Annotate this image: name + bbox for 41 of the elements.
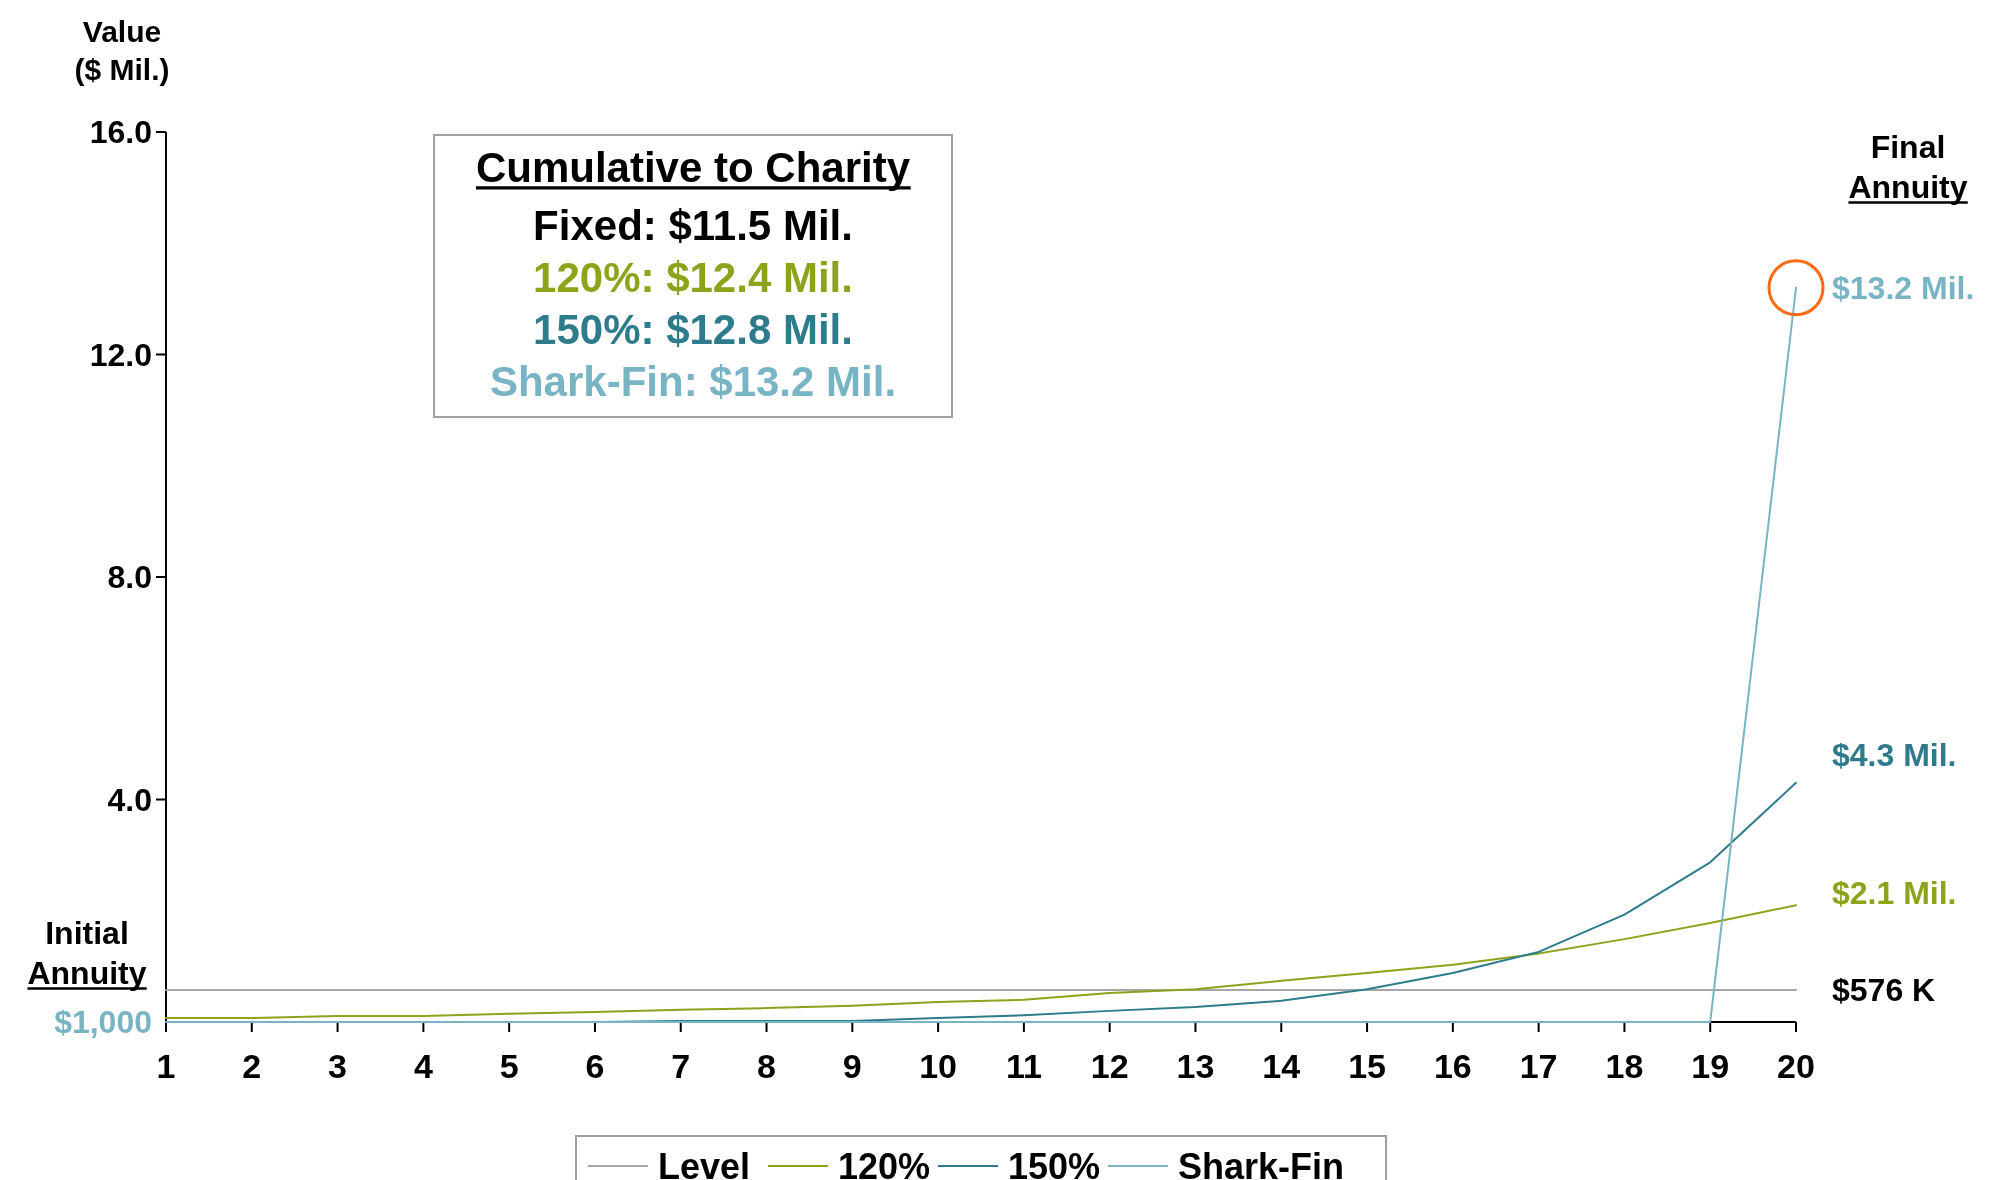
annotation: Shark-Fin: $13.2 Mil. — [489, 358, 897, 405]
y-tick-label: 4.0 — [107, 781, 152, 818]
x-tick-label: 16 — [1433, 1047, 1472, 1085]
annotation: 150%: $12.8 Mil. — [533, 306, 853, 353]
data-label: $576 K — [1832, 972, 1936, 1009]
x-tick-label: 4 — [413, 1047, 433, 1085]
x-tick-label: 19 — [1691, 1047, 1730, 1085]
data-label: $4.3 Mil. — [1832, 737, 1957, 774]
x-tick-label: 12 — [1090, 1047, 1129, 1085]
annotation: Fixed: $11.5 Mil. — [533, 202, 853, 249]
x-tick-label: 17 — [1519, 1047, 1558, 1085]
x-tick-label: 18 — [1605, 1047, 1644, 1085]
annotation: $1,000 — [54, 1004, 152, 1041]
y-tick-label: 12.0 — [89, 336, 152, 373]
x-tick-label: 3 — [328, 1047, 348, 1085]
x-tick-label: 1 — [156, 1047, 176, 1085]
legend-label: 120% — [838, 1145, 931, 1180]
legend-label: Shark-Fin — [1178, 1145, 1345, 1180]
x-tick-label: 5 — [499, 1047, 519, 1085]
annotation: 120%: $12.4 Mil. — [533, 254, 853, 301]
annotation: Cumulative to Charity — [475, 144, 911, 191]
x-tick-label: 15 — [1348, 1047, 1386, 1085]
y-tick-label: 8.0 — [107, 559, 152, 596]
x-tick-label: 20 — [1777, 1047, 1815, 1085]
x-tick-label: 6 — [585, 1047, 605, 1085]
data-label: $2.1 Mil. — [1832, 875, 1957, 912]
data-label: $13.2 Mil. — [1832, 269, 1975, 306]
x-tick-label: 7 — [671, 1047, 691, 1085]
y-tick-label: 16.0 — [89, 114, 152, 151]
text: Initial Annuity — [27, 915, 147, 991]
x-tick-label: 9 — [842, 1047, 862, 1085]
x-tick-label: 13 — [1176, 1047, 1215, 1085]
x-tick-label: 11 — [1005, 1047, 1042, 1085]
legend-label: Level — [658, 1145, 751, 1180]
y-axis-title: Value ($ Mil.) — [74, 15, 170, 86]
x-tick-label: 14 — [1262, 1047, 1301, 1085]
text: Final Annuity — [1848, 129, 1968, 205]
legend-label: 150% — [1008, 1145, 1101, 1180]
x-tick-label: 8 — [757, 1047, 776, 1085]
x-tick-label: 2 — [242, 1047, 262, 1085]
x-tick-label: 10 — [919, 1047, 958, 1085]
